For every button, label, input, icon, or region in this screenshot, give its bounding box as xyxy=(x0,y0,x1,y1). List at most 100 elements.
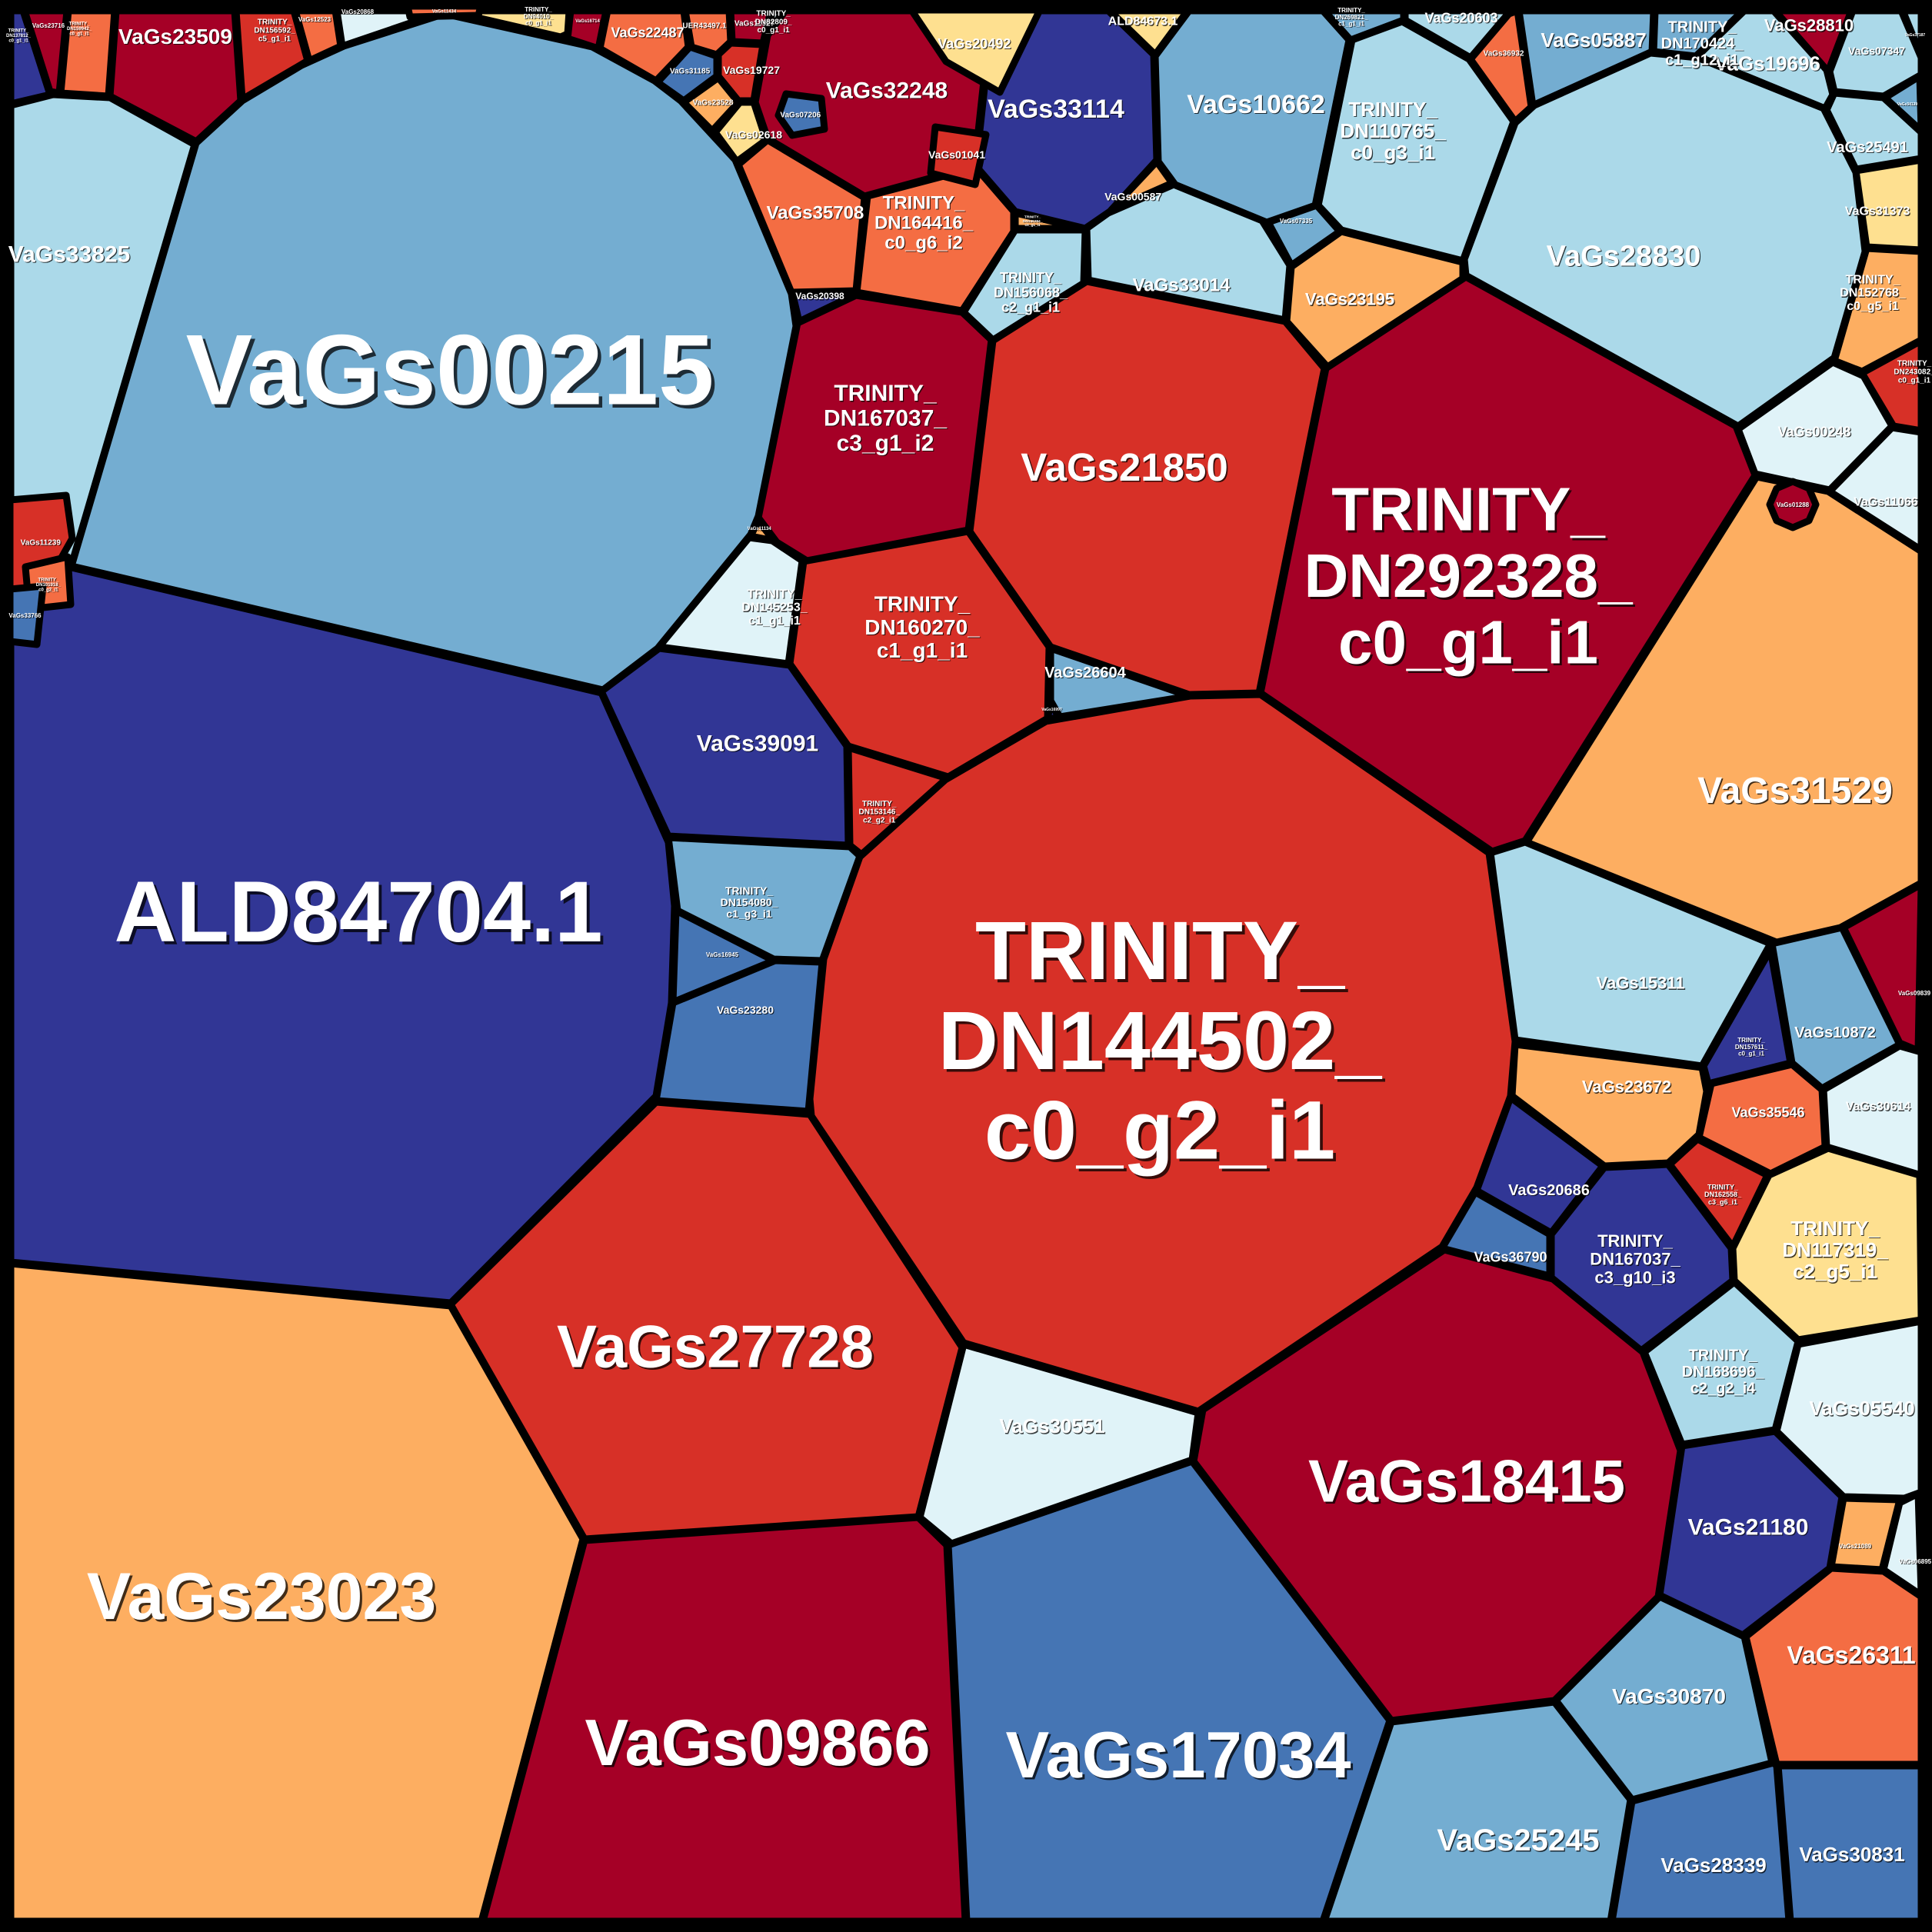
svg-text:VaGs15311: VaGs15311 xyxy=(1597,974,1686,994)
svg-text:VaGs11134: VaGs11134 xyxy=(748,528,773,532)
svg-text:DN82809_: DN82809_ xyxy=(755,18,792,26)
svg-text:c0_g3_i1: c0_g3_i1 xyxy=(1351,141,1435,164)
svg-text:VaGs30551: VaGs30551 xyxy=(999,1414,1104,1437)
svg-text:VaGs16945: VaGs16945 xyxy=(707,952,740,959)
svg-text:VaGs10662: VaGs10662 xyxy=(1188,91,1326,120)
svg-text:VaGs21089: VaGs21089 xyxy=(1840,1544,1873,1551)
svg-text:c0_g1_i1: c0_g1_i1 xyxy=(1024,223,1041,228)
svg-text:c0_g1_i1: c0_g1_i1 xyxy=(758,27,791,35)
svg-text:c0_g1_i1: c0_g1_i1 xyxy=(1899,378,1932,386)
svg-text:DN153146_: DN153146_ xyxy=(859,808,901,817)
svg-text:TRINITY_: TRINITY_ xyxy=(1737,1037,1765,1044)
svg-text:VaGs31373: VaGs31373 xyxy=(1845,205,1910,218)
svg-text:c1_g1_i1: c1_g1_i1 xyxy=(748,615,801,628)
svg-text:VaGs33014: VaGs33014 xyxy=(1134,276,1231,297)
svg-text:DN117319_: DN117319_ xyxy=(1782,1238,1888,1261)
svg-text:DN144502_: DN144502_ xyxy=(938,994,1383,1087)
svg-text:VaGs23672: VaGs23672 xyxy=(1583,1078,1672,1098)
svg-text:c1_g3_i1: c1_g3_i1 xyxy=(726,908,771,920)
svg-text:VaGs21089: VaGs21089 xyxy=(1839,1543,1872,1550)
svg-text:VaGs18415: VaGs18415 xyxy=(1308,1447,1625,1514)
svg-text:DN159942_: DN159942_ xyxy=(67,27,92,32)
svg-text:VaGs30870: VaGs30870 xyxy=(1612,1684,1726,1708)
svg-text:VaGs06895: VaGs06895 xyxy=(1899,1558,1932,1565)
svg-text:c0_g5_i1: c0_g5_i1 xyxy=(1847,301,1900,314)
svg-text:VaGs17034: VaGs17034 xyxy=(1008,1721,1353,1794)
svg-text:c0_g1_i1: c0_g1_i1 xyxy=(69,32,89,37)
svg-text:c3_g1_i2: c3_g1_i2 xyxy=(837,431,934,456)
svg-text:ALD84704.1: ALD84704.1 xyxy=(114,864,602,960)
svg-text:VaGs18415: VaGs18415 xyxy=(1311,1449,1627,1517)
svg-text:c2_g2_i4: c2_g2_i4 xyxy=(1690,1381,1756,1397)
svg-text:VaGs15311: VaGs15311 xyxy=(1596,974,1684,993)
svg-text:VaGs26311: VaGs26311 xyxy=(1788,1642,1917,1670)
svg-text:TRINITY_: TRINITY_ xyxy=(525,7,553,14)
svg-text:DN145253_: DN145253_ xyxy=(742,602,809,615)
svg-text:c1_g12_i1: c1_g12_i1 xyxy=(1665,52,1739,69)
svg-text:TRINITY_: TRINITY_ xyxy=(1001,271,1063,286)
svg-text:VaGs09839: VaGs09839 xyxy=(1899,991,1932,998)
svg-text:TRINITY_: TRINITY_ xyxy=(38,578,58,582)
svg-text:DN157611_: DN157611_ xyxy=(1735,1044,1768,1051)
svg-text:TRINITY_: TRINITY_ xyxy=(1690,1348,1759,1365)
svg-text:VaGs33114: VaGs33114 xyxy=(988,95,1124,124)
svg-text:VaGs25491: VaGs25491 xyxy=(1827,140,1909,157)
svg-text:VaGs16714: VaGs16714 xyxy=(575,19,600,24)
svg-text:TRINITY_: TRINITY_ xyxy=(1845,273,1900,286)
svg-text:VaGs23672: VaGs23672 xyxy=(1582,1078,1671,1097)
svg-text:VaGs23528: VaGs23528 xyxy=(693,99,734,108)
svg-text:VaGs36790: VaGs36790 xyxy=(1475,1251,1548,1266)
svg-text:c1_g1_i1: c1_g1_i1 xyxy=(877,638,968,662)
svg-text:VaGs11134: VaGs11134 xyxy=(748,527,772,531)
svg-text:VaGs11066: VaGs11066 xyxy=(1854,497,1919,510)
svg-text:TRINITY_: TRINITY_ xyxy=(862,800,897,808)
svg-text:DN94010_: DN94010_ xyxy=(525,14,555,21)
svg-text:VaGs31185: VaGs31185 xyxy=(671,68,711,77)
svg-text:TRINITY_: TRINITY_ xyxy=(1331,475,1606,544)
svg-text:c0_g1_i1: c0_g1_i1 xyxy=(525,19,551,26)
svg-text:DN144502_: DN144502_ xyxy=(941,997,1386,1090)
svg-text:VaGs11434: VaGs11434 xyxy=(432,10,457,15)
svg-text:c0_g1_i1: c0_g1_i1 xyxy=(8,39,28,44)
svg-text:TRINITY_: TRINITY_ xyxy=(1668,18,1737,35)
svg-text:VaGs31529: VaGs31529 xyxy=(1699,772,1894,813)
svg-text:VaGs00248: VaGs00248 xyxy=(1777,424,1850,439)
svg-text:VaGs27728: VaGs27728 xyxy=(557,1312,874,1380)
svg-text:VaGs19727: VaGs19727 xyxy=(724,65,781,77)
svg-text:c1_g3_i1: c1_g3_i1 xyxy=(728,908,773,921)
svg-text:c2_g1_i1: c2_g1_i1 xyxy=(1002,301,1061,316)
svg-text:VaGs11434: VaGs11434 xyxy=(433,11,458,15)
svg-text:c2_g2_i1: c2_g2_i1 xyxy=(864,818,897,826)
svg-text:c0_g1_i1: c0_g1_i1 xyxy=(1341,610,1601,678)
svg-text:TRINITY_: TRINITY_ xyxy=(1738,1038,1766,1044)
svg-text:VaGs16945: VaGs16945 xyxy=(706,951,739,958)
svg-text:VaGs07335: VaGs07335 xyxy=(1281,218,1314,225)
svg-text:DN160270_: DN160270_ xyxy=(865,616,981,640)
svg-text:c1_g1_i1: c1_g1_i1 xyxy=(749,615,801,628)
svg-text:DN243082_: DN243082_ xyxy=(1894,368,1932,377)
svg-text:VaGs00215: VaGs00215 xyxy=(186,314,715,426)
svg-text:c2_g1_i1: c2_g1_i1 xyxy=(1001,300,1060,315)
svg-text:VaGs23023: VaGs23023 xyxy=(87,1560,436,1634)
svg-text:VaGs23716: VaGs23716 xyxy=(33,23,66,30)
svg-text:DN140284_: DN140284_ xyxy=(1023,219,1043,224)
svg-text:DN164416_: DN164416_ xyxy=(874,212,974,233)
svg-text:VaGs21850: VaGs21850 xyxy=(1021,445,1227,489)
svg-text:DN94010_: DN94010_ xyxy=(524,13,554,20)
svg-text:c1_g1_i1: c1_g1_i1 xyxy=(878,639,968,663)
svg-text:c3_g1_i2: c3_g1_i2 xyxy=(838,431,935,457)
svg-text:TRINITY_: TRINITY_ xyxy=(1024,215,1041,220)
svg-text:VaGs12523: VaGs12523 xyxy=(299,17,332,24)
svg-text:VaGs37187: VaGs37187 xyxy=(1906,34,1927,38)
svg-text:VaGs01041: VaGs01041 xyxy=(928,148,985,161)
svg-text:VaGs23023: VaGs23023 xyxy=(89,1562,438,1636)
svg-text:VaGs27728: VaGs27728 xyxy=(559,1314,876,1382)
svg-text:DN162558_: DN162558_ xyxy=(1705,1191,1743,1199)
svg-text:UER43497.1: UER43497.1 xyxy=(682,22,727,31)
svg-text:c2_g2_i4: c2_g2_i4 xyxy=(1691,1381,1757,1398)
svg-text:VaGs10872: VaGs10872 xyxy=(1795,1025,1877,1042)
svg-text:ALD84704.1: ALD84704.1 xyxy=(117,867,605,963)
svg-text:DN168696_: DN168696_ xyxy=(1683,1364,1766,1381)
svg-text:VaGs20868: VaGs20868 xyxy=(341,8,375,15)
svg-text:DN167037_: DN167037_ xyxy=(1591,1251,1681,1270)
